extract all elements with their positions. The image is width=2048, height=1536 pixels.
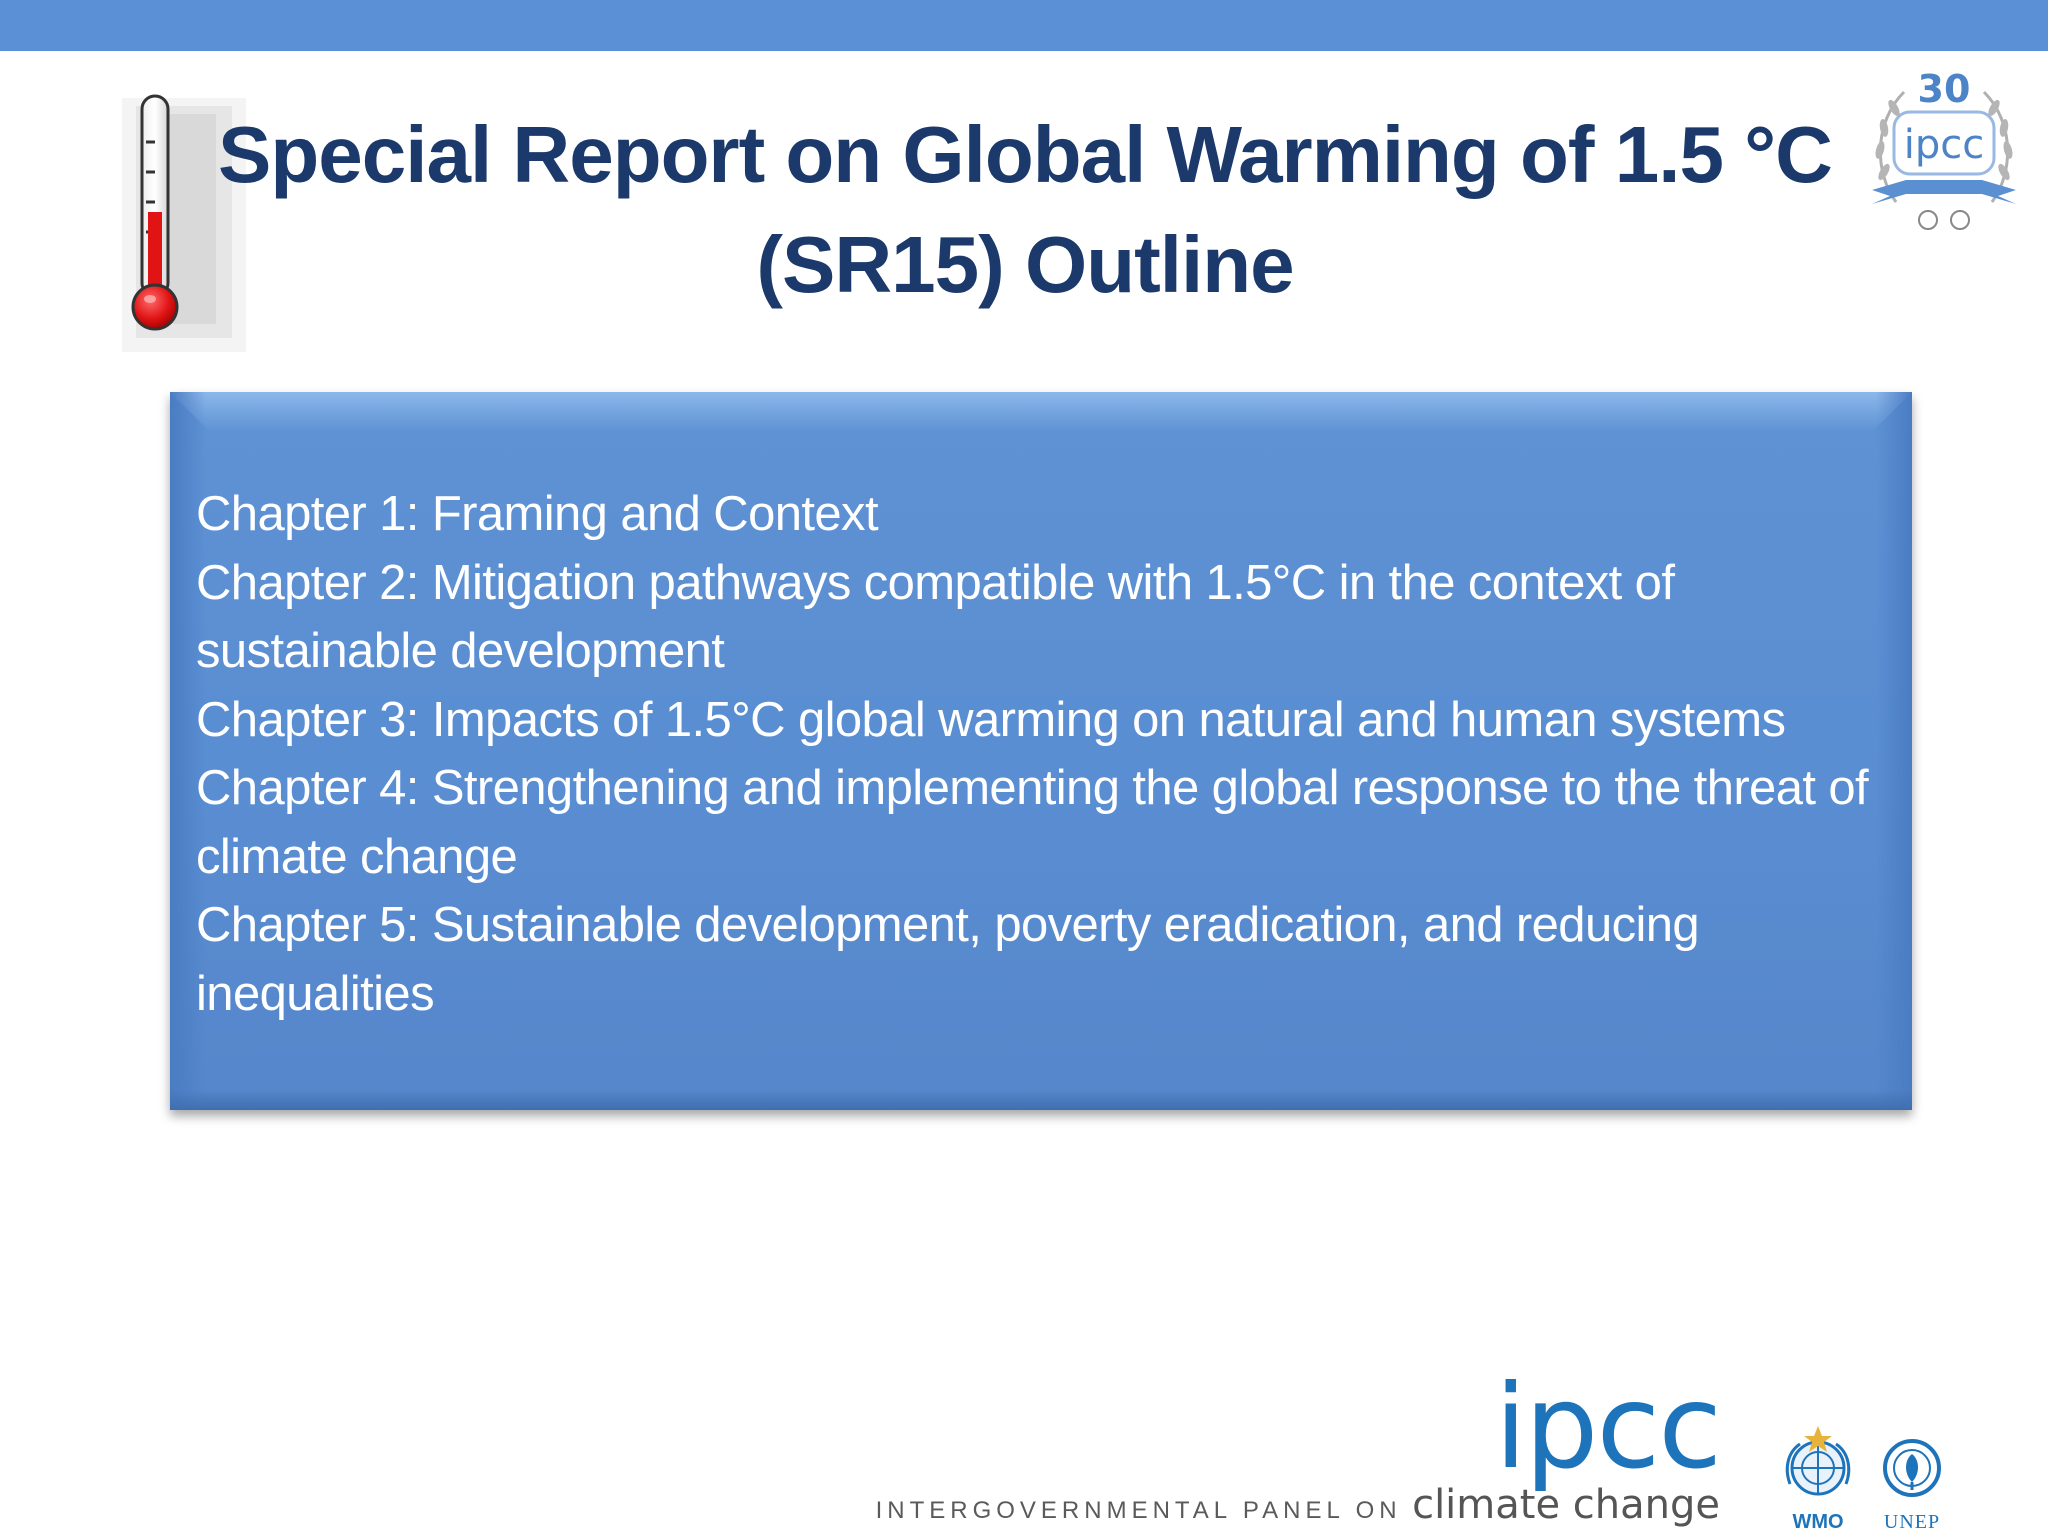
- chapter-2-line-continued: sustainable development: [196, 624, 725, 678]
- title-line-2: (SR15) Outline: [756, 220, 1294, 309]
- unep-label: UNEP: [1883, 1511, 1941, 1533]
- top-accent-bar: [0, 0, 2048, 51]
- chapter-list: Chapter 1: Framing and Context Chapter 2…: [196, 480, 1896, 1028]
- chapter-1-line: Chapter 1: Framing and Context: [196, 487, 879, 541]
- unep-emblem-icon: [1883, 1439, 1941, 1497]
- footer-panel-big: climate change: [1412, 1482, 1720, 1528]
- ipcc-footer-logo: ipcc INTERGOVERNMENTAL PANEL ON climate …: [876, 1360, 1722, 1536]
- chapter-outline-box: Chapter 1: Framing and Context Chapter 2…: [170, 392, 1912, 1110]
- chapter-4-line: Chapter 4: Strengthening and implementin…: [196, 761, 1869, 815]
- footer-panel-name: INTERGOVERNMENTAL PANEL ON climate chang…: [876, 1482, 1720, 1528]
- slide-title: Special Report on Global Warming of 1.5 …: [200, 100, 1850, 320]
- seal-word: ipcc: [1904, 122, 1985, 168]
- wmo-logo: WMO: [1778, 1424, 1858, 1534]
- unep-logo: UNEP: [1872, 1424, 1952, 1534]
- chapter-4-line-continued: climate change: [196, 829, 518, 884]
- box-bevel-left: [170, 392, 206, 1110]
- chapter-2-line: Chapter 2: Mitigation pathways compatibl…: [196, 555, 1675, 610]
- thermometer-icon: [122, 94, 246, 352]
- chapter-3-line: Chapter 3: Impacts of 1.5°C global warmi…: [196, 692, 1786, 747]
- footer-ipcc-word: ipcc: [1494, 1360, 1722, 1495]
- footer-panel-small: INTERGOVERNMENTAL PANEL ON: [875, 1497, 1402, 1524]
- ipcc-30-seal-icon: 30 ipcc: [1872, 67, 2016, 230]
- wmo-emblem-icon: [1785, 1426, 1851, 1496]
- wmo-label: WMO: [1792, 1511, 1844, 1533]
- seal-number: 30: [1918, 67, 1971, 111]
- title-line-1: Special Report on Global Warming of 1.5 …: [218, 110, 1833, 199]
- chapter-5-line: Chapter 5: Sustainable development, pove…: [196, 898, 1700, 952]
- box-bevel-right: [1876, 392, 1912, 1110]
- chapter-5-line-continued: inequalities: [196, 966, 435, 1021]
